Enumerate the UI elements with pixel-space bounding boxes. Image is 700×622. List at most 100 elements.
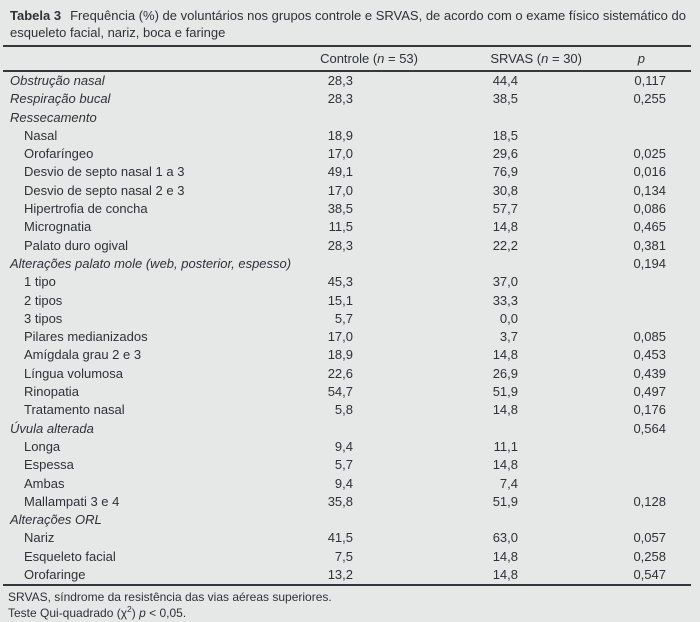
- p-value: 0,439: [633, 365, 666, 381]
- p-value: 0,465: [633, 219, 666, 235]
- footnote-srvas: SRVAS, síndrome da resistência das vias …: [8, 590, 332, 605]
- table-row: Hipertrofia de concha 38,5 57,7 0,086: [3, 200, 691, 218]
- controle-value: 9,4: [334, 475, 353, 491]
- controle-value: 28,3: [327, 73, 353, 88]
- row-label: Respiração bucal: [10, 91, 111, 107]
- table-row: Palato duro ogival 28,3 22,2 0,381: [3, 237, 691, 255]
- controle-value: 13,2: [327, 567, 353, 583]
- header-controle: Controle (n = 53): [243, 46, 418, 71]
- srvas-value: 0,0: [499, 310, 518, 326]
- table-row: Tratamento nasal 5,8 14,8 0,176: [3, 401, 691, 419]
- row-spacer: [666, 71, 691, 90]
- frequency-table: Controle (n = 53) SRVAS (n = 30) p Obstr…: [3, 45, 691, 587]
- row-label: Úvula alterada: [10, 420, 94, 436]
- controle-value: [243, 511, 353, 529]
- row-label: Micrognatia: [24, 219, 92, 235]
- header-srvas-n: n: [541, 51, 549, 66]
- table-caption: Tabela 3 Frequência (%) de voluntários no…: [0, 0, 700, 41]
- p-value: 0,564: [633, 420, 666, 436]
- table-row: Alterações palato mole (web, posterior, …: [3, 255, 691, 273]
- row-label: Língua volumosa: [24, 365, 124, 381]
- row-spacer: [666, 200, 691, 218]
- row-spacer: [666, 292, 691, 310]
- table-caption-text: Frequência (%) de voluntários nos grupos…: [10, 8, 686, 40]
- srvas-value: 14,8: [492, 219, 518, 235]
- table-row: 2 tipos 15,1 33,3: [3, 292, 691, 310]
- row-label: 2 tipos: [24, 292, 63, 308]
- row-label: Tratamento nasal: [24, 402, 125, 418]
- p-value: [518, 310, 666, 328]
- controle-value: 35,8: [327, 493, 353, 509]
- p-value: 0,057: [633, 530, 666, 546]
- srvas-value: 14,8: [492, 567, 518, 583]
- controle-value: 54,7: [327, 384, 353, 400]
- row-label: Nasal: [24, 127, 58, 143]
- footnote-test-p: p: [139, 605, 146, 620]
- p-value: [518, 292, 666, 310]
- row-spacer: [666, 255, 691, 273]
- controle-value: 41,5: [327, 530, 353, 546]
- controle-value: 45,3: [327, 274, 353, 290]
- srvas-value: 30,8: [492, 182, 518, 198]
- srvas-value: 26,9: [492, 365, 518, 381]
- header-controle-text: Controle (: [320, 51, 378, 66]
- controle-value: 15,1: [327, 292, 353, 308]
- srvas-value: [353, 255, 518, 273]
- table-row: Espessa 5,7 14,8: [3, 456, 691, 474]
- row-label: Nariz: [24, 530, 55, 546]
- table-row: Orofaríngeo 17,0 29,6 0,025: [3, 145, 691, 163]
- controle-value: [243, 109, 353, 127]
- srvas-value: 11,1: [493, 438, 518, 454]
- table-row: Esqueleto facial 7,5 14,8 0,258: [3, 548, 691, 566]
- table-row: Desvio de septo nasal 2 e 3 17,0 30,8 0,134: [3, 182, 691, 200]
- p-value: 0,497: [633, 384, 666, 400]
- p-value: 0,025: [633, 146, 666, 162]
- row-spacer: [666, 310, 691, 328]
- srvas-value: 18,5: [492, 127, 518, 143]
- table-row: Obstrução nasal 28,3 44,4 0,117: [3, 71, 691, 90]
- table-row: 1 tipo 45,3 37,0: [3, 273, 691, 291]
- p-value: 0,453: [633, 347, 666, 363]
- footnote-test-mid: ): [131, 605, 140, 620]
- srvas-value: 14,8: [492, 548, 518, 564]
- table-row: Nariz 41,5 63,0 0,057: [3, 529, 691, 547]
- row-spacer: [666, 383, 691, 401]
- p-value: 0,016: [633, 164, 666, 180]
- p-value: 0,086: [633, 201, 666, 217]
- table-row: Ressecamento: [3, 109, 691, 127]
- row-spacer: [666, 346, 691, 364]
- row-label: Alterações palato mole (web, posterior, …: [10, 255, 292, 271]
- row-label: Orofaringe: [24, 567, 86, 583]
- row-label: Obstrução nasal: [10, 73, 105, 88]
- row-spacer: [666, 365, 691, 383]
- p-value: 0,117: [634, 73, 666, 88]
- row-label: Mallampati 3 e 4: [24, 493, 120, 509]
- row-spacer: [666, 328, 691, 346]
- row-label: 3 tipos: [24, 310, 63, 326]
- srvas-value: 14,8: [492, 457, 518, 473]
- srvas-value: 33,3: [492, 292, 518, 308]
- row-label: Pilares medianizados: [24, 329, 148, 345]
- table-caption-label: Tabela 3: [10, 8, 62, 23]
- p-value: [518, 109, 666, 127]
- footnote-test-sup: 2: [127, 603, 132, 614]
- p-value: 0,085: [633, 329, 666, 345]
- srvas-value: [353, 511, 518, 529]
- table-row: Pilares medianizados 17,0 3,7 0,085: [3, 328, 691, 346]
- header-p: p: [518, 46, 666, 71]
- p-value: 0,255: [633, 91, 666, 107]
- table-row: Alterações ORL: [3, 511, 691, 529]
- p-value: 0,176: [633, 402, 666, 418]
- row-label: Esqueleto facial: [24, 548, 116, 564]
- table-row: Rinopatia 54,7 51,9 0,497: [3, 383, 691, 401]
- srvas-value: 57,7: [492, 201, 518, 217]
- srvas-value: 51,9: [492, 493, 518, 509]
- srvas-value: 29,6: [492, 146, 518, 162]
- srvas-value: 51,9: [492, 384, 518, 400]
- controle-value: 7,5: [334, 548, 353, 564]
- row-spacer: [666, 548, 691, 566]
- controle-value: 17,0: [327, 329, 353, 345]
- p-value: 0,194: [633, 255, 666, 271]
- row-spacer: [666, 493, 691, 511]
- controle-value: 5,7: [334, 310, 353, 326]
